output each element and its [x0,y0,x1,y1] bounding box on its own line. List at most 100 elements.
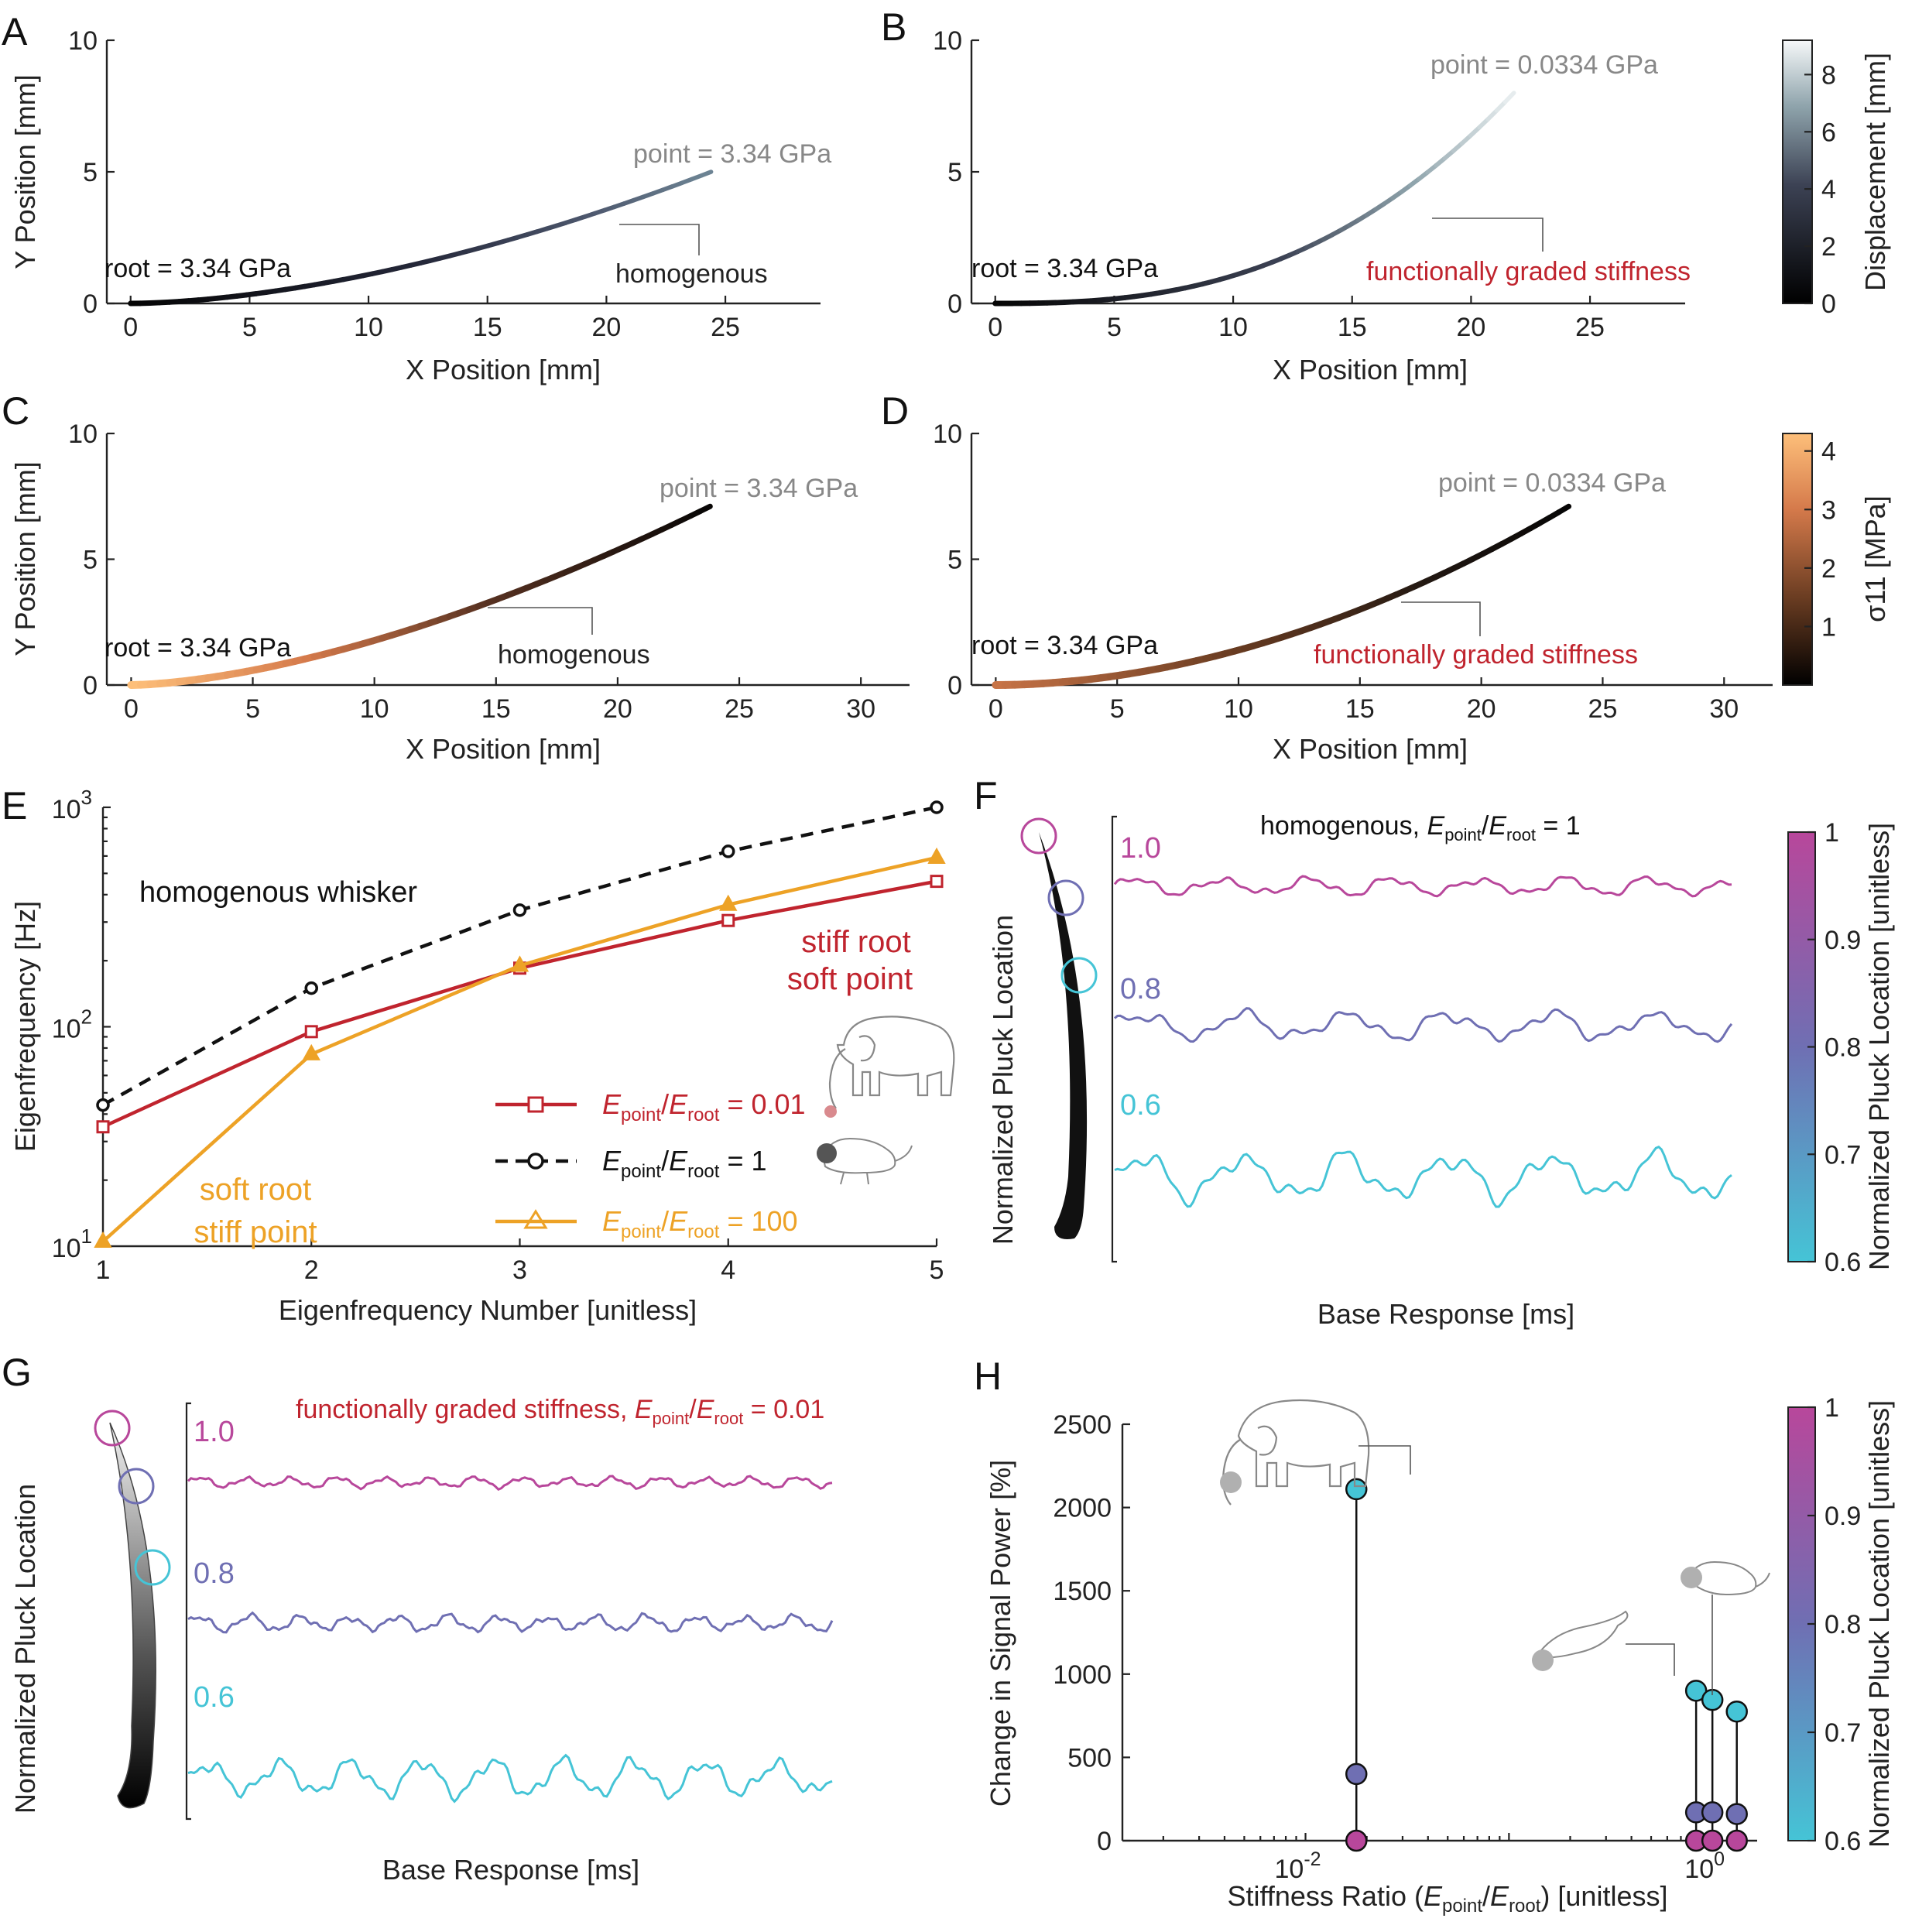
x-tick-label-c: 30 [846,694,875,724]
panel-f: F Normalized Pluck Location homogenous, … [974,774,1895,1330]
x-tick-label-d: 20 [1467,694,1496,724]
colorbar-stress: 1 2 3 4 σ11 [MPa] [1782,433,1891,686]
ticks-c: 0 5 10 15 20 25 30 0 5 10 [68,420,875,724]
x-axis-label-a: X Position [mm] [406,354,601,385]
root-label-d: root = 3.34 GPa [971,631,1158,660]
rat-icon-h [1686,1560,1770,1596]
y-tick-label-b: 5 [947,158,962,187]
x-tick-label-c: 5 [245,694,260,724]
x-tick-label-a: 15 [473,313,502,342]
point-elephant [1345,1762,1368,1786]
x-tick-label-b: 10 [1218,313,1248,342]
seal-icon [1535,1610,1629,1659]
data-point-circle [930,800,944,814]
point-label-c: point = 3.34 GPa [660,474,858,503]
colorbar-pluck-f-gradient [1787,831,1816,1262]
colorbar-pluck-f: 0.6 0.7 0.8 0.9 1 Normalized Pluck Location … [1787,818,1895,1277]
y-tick-label-h: 0 [1097,1827,1112,1856]
x-axis-label-g: Base Response [ms] [382,1854,639,1886]
pluck-marker-g-08 [118,1468,155,1505]
y-axis-label-g: Normalized Pluck Location [9,1484,41,1814]
colorbar-pluck-h-tick-label: 0.9 [1824,1502,1861,1531]
panel-label-g: G [2,1351,32,1394]
trace-1.0 [187,1475,833,1491]
panel-label-a: A [2,10,28,53]
x-tick-label-d: 15 [1345,694,1375,724]
x-tick-label-a: 0 [123,313,138,342]
pluck-marker-f-1 [1020,817,1057,855]
x-tick-label-a: 20 [591,313,621,342]
traces-g: 1.0 0.8 0.6 [187,1416,834,1804]
root-label-c: root = 3.34 GPa [105,633,291,663]
x-tick-label-b: 15 [1338,313,1367,342]
ticks-b: 0 5 10 15 20 25 0 5 10 [933,26,1605,342]
legend-marker-triangle [523,1209,548,1229]
whisker-segment [1556,503,1572,516]
x-tick-label-e: 5 [930,1255,944,1285]
colorbar-displacement-ticks: 0 2 4 6 8 [1804,60,1836,319]
y-tick-label-h: 1000 [1053,1660,1112,1690]
series-line-square [102,879,937,1129]
legend-label: Epoint/Eroot = 1 [602,1145,767,1182]
x-tick-label-c: 10 [360,694,389,724]
colorbar-pluck-h-tick-label: 0.7 [1824,1718,1861,1748]
soft-point-label: soft point [787,962,913,996]
rat-pluck-dot-h [1681,1567,1702,1588]
panel-e: E 1 2 3 4 5 101 102 103 Eigenfrequency Number [… [2,784,955,1326]
x-tick-label-a: 10 [354,313,383,342]
whisker-segment [1502,91,1516,104]
x-tick-label-a: 5 [242,313,257,342]
panel-label-e: E [2,784,27,827]
y-tick-label-d: 10 [933,420,962,449]
trace-label-0.6: 0.6 [1120,1089,1161,1122]
trace-0.8 [187,1611,834,1634]
colorbar-pluck-f-tick-label: 0.8 [1824,1033,1861,1063]
y-tick-label-e: 101 [52,1225,92,1263]
trace-label-0.8: 0.8 [194,1557,235,1590]
colorbar-displacement-tick-label: 8 [1821,60,1836,90]
ticks-a: 0 5 10 15 20 25 0 5 10 [68,26,740,342]
rat-icon [821,1137,913,1185]
legend-marker-circle [527,1153,544,1170]
y-axis-label-f: Normalized Pluck Location [987,915,1019,1245]
point-label-b: point = 0.0334 GPa [1430,50,1658,80]
data-point-square [96,1120,110,1134]
whisker-curve-b [992,91,1516,307]
x-axis-label-d: X Position [mm] [1273,733,1468,765]
colorbar-pluck-h-tick-label: 1 [1824,1393,1839,1423]
legend-label: Epoint/Eroot = 100 [602,1205,798,1242]
colorbar-stress-label: σ11 [MPa] [1859,495,1891,622]
data-point-square [721,913,735,927]
colorbar-pluck-f-ticks: 0.6 0.7 0.8 0.9 1 [1807,818,1861,1277]
trace-label-1.0: 1.0 [1120,832,1161,865]
root-label-a: root = 3.34 GPa [105,254,291,283]
trace-label-1.0: 1.0 [194,1416,235,1448]
colorbar-stress-tick-label: 3 [1821,495,1836,525]
x-tick-label-e: 2 [304,1255,319,1285]
y-tick-label-h: 500 [1067,1743,1112,1773]
whisker-silhouette-g [109,1422,156,1809]
trace-label-0.8: 0.8 [1120,973,1161,1005]
whisker-segment [699,170,714,178]
colorbar-displacement: 0 2 4 6 8 Displacement [mm] [1782,39,1891,319]
y-tick-label-h: 2000 [1053,1494,1112,1523]
x-tick-label-b: 25 [1575,313,1605,342]
pluck-marker-g-06 [134,1549,171,1586]
panel-h: H 0 500 1000 1500 2000 2500 10-2 100 Stiffness … [974,1355,1895,1917]
y-tick-label-c: 5 [83,546,98,575]
homogenous-whisker-label: homogenous whisker [139,876,417,909]
panel-a: A 0 5 10 15 20 25 0 5 10 X Position [mm] Y Posit… [2,10,831,385]
colorbar-pluck-h: 0.6 0.7 0.8 0.9 1 Normalized Pluck Location … [1787,1393,1895,1856]
stiff-root-label: stiff root [801,925,911,959]
pluck-marker-f-08 [1047,879,1084,916]
colorbar-stress-tick-label: 2 [1821,554,1836,584]
colorbar-displacement-label: Displacement [mm] [1859,53,1891,291]
title-f: homogenous, Epoint/Eroot = 1 [1260,811,1581,844]
point-elephant [1345,1478,1368,1501]
panel-d: D 0 5 10 15 20 25 30 0 5 10 X Position [mm] root … [881,389,1891,765]
colorbar-pluck-f-tick-label: 0.9 [1824,926,1861,955]
whisker-curve-c [127,503,713,689]
y-tick-label-c: 10 [68,420,98,449]
x-tick-label-d: 0 [988,694,1003,724]
legend-e: Epoint/Eroot = 0.01 Epoint/Eroot = 1 Epoin… [495,1088,806,1242]
